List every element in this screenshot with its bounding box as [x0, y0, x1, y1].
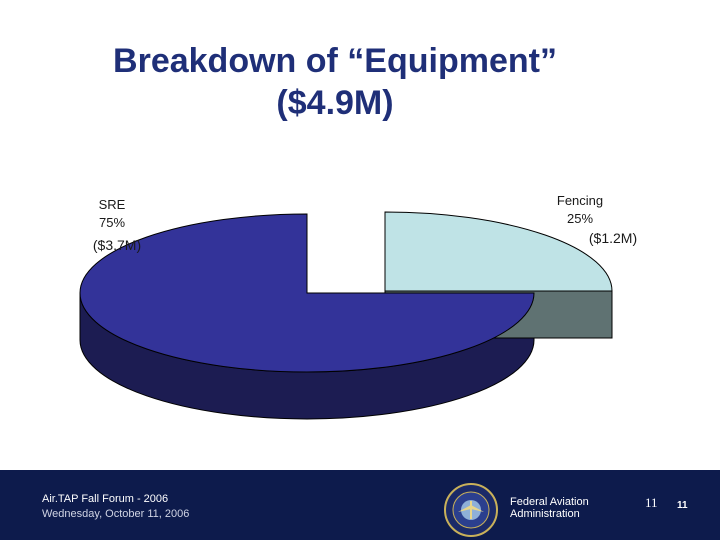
pie-chart: SRE 75% ($3.7M) Fencing 25% ($1.2M) [79, 193, 637, 420]
slide-title-line-1: Breakdown of “Equipment” [113, 42, 557, 80]
footer-event-name: Air.TAP Fall Forum - 2006 [42, 493, 169, 505]
footer-event-info: Air.TAP Fall Forum - 2006 Wednesday, Oct… [42, 492, 189, 522]
pie-slice-fencing [384, 211, 613, 292]
slide-footer: Air.TAP Fall Forum - 2006 Wednesday, Oct… [0, 470, 720, 540]
pie-slice-sre [79, 213, 535, 373]
slice-label-fencing-percent: 25% [567, 211, 593, 226]
page-number-serif: 11 [645, 495, 658, 510]
footer-date: Wednesday, October 11, 2006 [42, 508, 190, 520]
slice-label-sre-name: SRE [99, 197, 126, 212]
faa-seal-icon [444, 483, 498, 537]
agency-name-line-1: Federal Aviation [510, 496, 589, 508]
slide-title-line-2: ($4.9M) [276, 84, 394, 122]
slide-title: Breakdown of “Equipment” ($4.9M) [0, 40, 720, 124]
slice-label-fencing-amount: ($1.2M) [589, 230, 637, 246]
slice-label-sre-amount: ($3.7M) [93, 237, 141, 253]
slice-label-fencing-name: Fencing [557, 193, 603, 208]
slice-label-sre-percent: 75% [99, 215, 125, 230]
agency-name-line-2: Administration [510, 508, 580, 520]
agency-name: Federal Aviation Administration [510, 496, 589, 520]
page-number: 11 [677, 500, 688, 511]
